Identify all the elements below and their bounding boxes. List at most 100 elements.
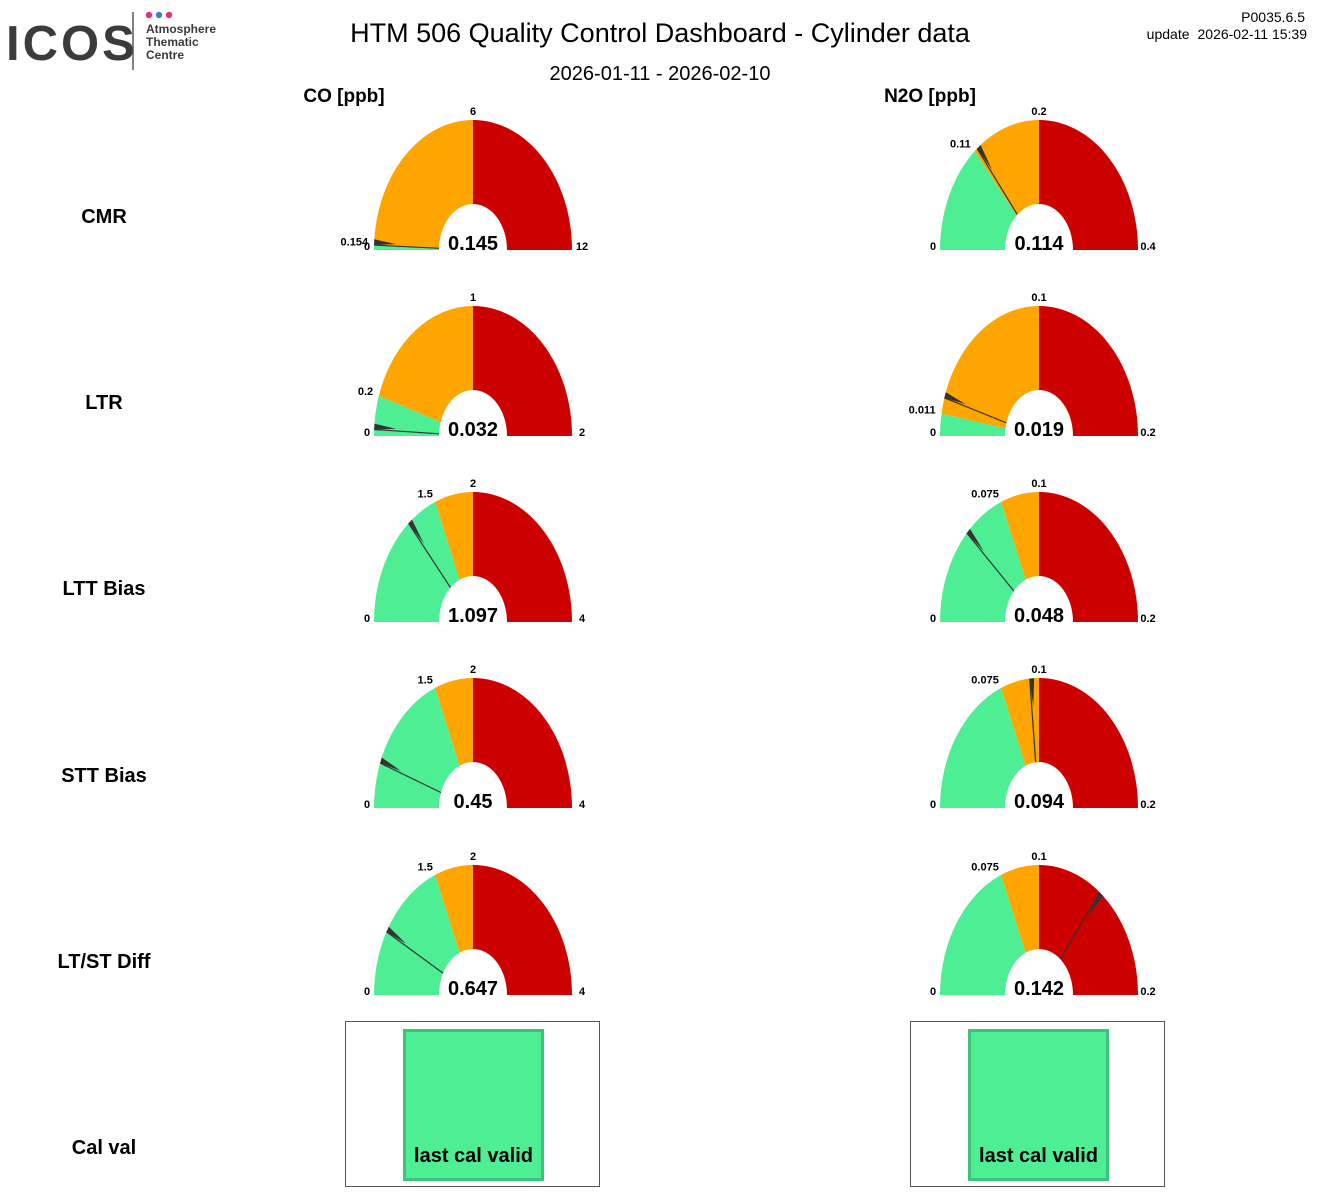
logo-subtitle-3: Centre (146, 48, 184, 62)
gauge-cmr-n2o-ppb: 0 0.4 0.2 0.11 0.114 (929, 106, 1157, 296)
cal-status-indicator-co: last cal valid (403, 1029, 544, 1181)
gauge-orange-zone (374, 120, 473, 250)
gauge-baseline-mask (929, 251, 1149, 265)
gauge-needle-head (966, 528, 984, 552)
date-range: 2026-01-11 - 2026-02-10 (549, 63, 771, 85)
gauge-red-zone (473, 865, 572, 995)
gauge-baseline-mask (363, 996, 583, 1010)
logo-subtitle-1: Atmosphere (146, 22, 216, 36)
row-label-ltr: LTR (85, 392, 123, 414)
gauge-ltr-n2o-ppb: 0 0.2 0.1 0.011 0.019 (909, 292, 1156, 482)
gauge-grid: 0 12 6 0.154 0.145 0 0.4 0.2 0.11 0.114 0 2 1 0.2 0.03… (340, 106, 1157, 1010)
update-time: 2026-02-11 15:39 (1197, 26, 1308, 42)
gauge-green-threshold-label: 0.154 (341, 237, 369, 249)
row-label-cal-val: Cal val (71, 1137, 137, 1159)
gauge-needle-line (374, 244, 448, 250)
gauge-orange-threshold-label: 0.1 (1031, 292, 1046, 304)
gauge-ltt-bias-n2o-ppb: 0 0.2 0.1 0.075 0.048 (929, 478, 1156, 668)
gauge-max-label: 0.2 (1140, 986, 1155, 998)
gauge-baseline-mask (363, 809, 583, 823)
update-label: update (1146, 26, 1190, 42)
gauge-cmr-co-ppb: 0 12 6 0.154 0.145 (341, 106, 588, 296)
gauge-green-threshold-label: 0.075 (971, 488, 999, 500)
gauge-green-threshold-label: 0.2 (358, 386, 373, 398)
update-timestamp: update 2026-02-11 15:39 (1147, 26, 1307, 43)
gauge-value-label: 0.647 (448, 978, 498, 1000)
gauge-green-threshold-label: 1.5 (418, 861, 433, 873)
cal-val-box-co: last cal valid (345, 1021, 600, 1187)
gauge-red-zone (1039, 678, 1138, 808)
gauge-needle-line (944, 397, 1015, 427)
gauge-value-label: 0.45 (454, 791, 493, 813)
row-label-stt-bias: STT Bias (61, 765, 147, 787)
gauge-center-hole (1005, 576, 1073, 668)
gauge-orange-threshold-label: 1 (470, 292, 476, 304)
gauge-min-label: 0 (930, 613, 936, 625)
gauge-needle-line (386, 931, 451, 979)
gauge-needle-line (379, 762, 449, 797)
gauge-red-zone (1039, 120, 1138, 250)
gauge-needle-head (374, 239, 396, 246)
gauge-value-label: 0.114 (1015, 233, 1065, 255)
gauge-orange-threshold-label: 0.1 (1031, 664, 1046, 676)
gauge-red-zone (473, 306, 572, 436)
gauge-needle-line (976, 148, 1024, 224)
cal-status-text-co: last cal valid (414, 1145, 533, 1167)
gauge-orange-threshold-label: 2 (470, 478, 476, 490)
dashboard-title: HTM 506 Quality Control Dashboard - Cyli… (350, 18, 970, 48)
gauge-value-label: 0.048 (1014, 605, 1064, 627)
gauge-baseline-mask (363, 251, 583, 265)
logo-dot-2 (155, 11, 163, 19)
gauge-stt-bias-co-ppb: 0 4 2 1.5 0.45 (363, 664, 586, 854)
gauge-min-label: 0 (364, 427, 370, 439)
gauge-needle-line (374, 428, 448, 435)
gauge-center-hole (1005, 390, 1073, 482)
gauge-value-label: 0.019 (1014, 419, 1064, 441)
gauge-min-label: 0 (364, 241, 370, 253)
logo-subtitle-2: Thematic (146, 35, 199, 49)
gauge-max-label: 0.2 (1140, 427, 1155, 439)
gauge-green-threshold-label: 0.075 (971, 674, 999, 686)
row-label-cmr: CMR (81, 206, 127, 228)
gauge-max-label: 4 (579, 799, 586, 811)
gauge-orange-threshold-label: 2 (470, 851, 476, 863)
gauge-value-label: 0.145 (448, 233, 498, 255)
gauge-max-label: 2 (579, 427, 585, 439)
gauge-baseline-mask (363, 623, 583, 637)
gauge-min-label: 0 (364, 799, 370, 811)
gauge-value-label: 0.094 (1014, 791, 1065, 813)
gauge-red-zone (1039, 492, 1138, 622)
gauge-lt-st-diff-co-ppb: 0 4 2 1.5 0.647 (363, 851, 586, 1010)
gauge-orange-threshold-label: 0.1 (1031, 478, 1046, 490)
gauge-red-zone (473, 492, 572, 622)
gauge-max-label: 4 (579, 986, 586, 998)
gauge-green-threshold-label: 0.011 (909, 405, 936, 417)
gauge-green-threshold-label: 1.5 (418, 488, 433, 500)
gauge-baseline-mask (929, 996, 1149, 1010)
column-header-n2o: N2O [ppb] (884, 86, 976, 107)
gauge-min-label: 0 (930, 986, 936, 998)
gauge-orange-threshold-label: 0.1 (1031, 851, 1046, 863)
cal-status-text-n2o: last cal valid (979, 1145, 1098, 1167)
gauge-max-label: 0.4 (1140, 241, 1156, 253)
gauge-needle-line (966, 532, 1021, 600)
gauge-min-label: 0 (930, 799, 936, 811)
gauge-red-zone (1039, 306, 1138, 436)
gauge-green-threshold-label: 0.075 (971, 861, 999, 873)
gauge-max-label: 4 (579, 613, 586, 625)
gauge-center-hole (1005, 762, 1073, 854)
gauge-needle-head (374, 423, 396, 430)
gauge-center-hole (1005, 204, 1073, 296)
gauge-orange-threshold-label: 0.2 (1031, 106, 1046, 118)
gauge-center-hole (439, 576, 507, 668)
gauge-min-label: 0 (364, 986, 370, 998)
gauge-green-threshold-label: 1.5 (418, 674, 433, 686)
gauge-stt-bias-n2o-ppb: 0 0.2 0.1 0.075 0.094 (929, 664, 1156, 854)
gauge-center-hole (439, 204, 507, 296)
row-label-ltt-bias: LTT Bias (62, 578, 146, 600)
gauge-red-zone (473, 678, 572, 808)
logo-wordmark: ICOS (6, 17, 138, 71)
gauge-value-label: 0.032 (448, 419, 498, 441)
gauge-needle-head (408, 519, 424, 544)
gauge-center-hole (439, 949, 507, 1010)
